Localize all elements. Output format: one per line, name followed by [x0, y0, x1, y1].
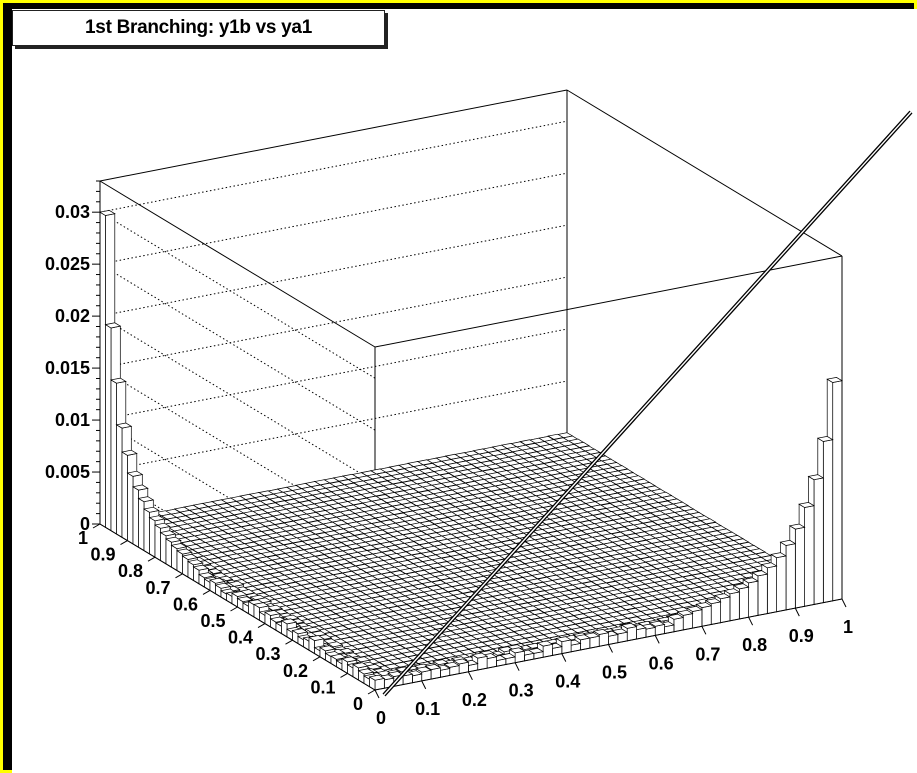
grid-line-back-5 — [99, 172, 568, 265]
y-tick-label-6: 0.6 — [173, 594, 198, 614]
x-tick-5 — [608, 644, 613, 653]
y-tick-label-3: 0.3 — [255, 644, 280, 664]
grid-line-back-6 — [99, 120, 568, 213]
box-edge-top-front — [374, 255, 843, 348]
y-tick-2 — [312, 656, 321, 662]
x-tick-label-9: 0.9 — [789, 626, 814, 646]
y-tick-6 — [202, 589, 211, 595]
grid-line-back-4 — [99, 224, 568, 317]
box-edge-top-back — [99, 89, 568, 182]
y-tick-label-10: 1 — [78, 528, 88, 548]
z-tick-label-5: 0.025 — [45, 254, 90, 274]
x-tick-label-4: 0.4 — [555, 672, 580, 692]
x-tick-2 — [467, 671, 473, 681]
grid-line-back-1 — [99, 380, 568, 473]
y-tick-label-7: 0.7 — [145, 578, 170, 598]
y-tick-label-5: 0.5 — [200, 611, 225, 631]
x-tick-label-1: 0.1 — [415, 699, 440, 719]
y-tick-label-8: 0.8 — [118, 561, 143, 581]
y-tick-10 — [92, 523, 101, 529]
x-tick-label-5: 0.5 — [602, 663, 627, 683]
x-tick-label-7: 0.7 — [695, 644, 720, 664]
y-tick-9 — [120, 540, 128, 546]
chart-title: 1st Branching: y1b vs ya1 — [12, 10, 385, 46]
grid-layer — [99, 120, 568, 639]
y-tick-3 — [285, 639, 293, 645]
x-tick-9 — [794, 607, 800, 617]
x-tick-label-3: 0.3 — [509, 681, 534, 701]
x-tick-0 — [374, 689, 380, 699]
grid-line-left-3 — [99, 367, 376, 535]
z-tick-label-4: 0.02 — [55, 306, 90, 326]
z-tick-label-3: 0.015 — [45, 358, 90, 378]
z-tick-label-6: 0.03 — [55, 202, 90, 222]
x-tick-label-2: 0.2 — [462, 690, 487, 710]
grid-line-back-2 — [99, 328, 568, 421]
grid-line-left-6 — [99, 211, 376, 379]
x-tick-label-6: 0.6 — [649, 653, 674, 673]
y-tick-label-2: 0.2 — [283, 661, 308, 681]
grid-line-back-3 — [99, 276, 568, 369]
y-tick-label-4: 0.4 — [228, 628, 253, 648]
y-tick-label-1: 0.1 — [310, 677, 335, 697]
x-tick-label-10: 1 — [843, 617, 853, 637]
y-tick-label-9: 0.9 — [90, 545, 115, 565]
x-tick-8 — [748, 616, 754, 626]
x-tick-10 — [841, 598, 847, 608]
x-tick-label-0: 0 — [376, 708, 386, 728]
x-tick-label-8: 0.8 — [742, 635, 767, 655]
y-tick-8 — [147, 556, 156, 562]
y-tick-4 — [257, 623, 266, 629]
y-tick-5 — [230, 606, 238, 612]
x-tick-4 — [561, 653, 567, 662]
z-tick-label-1: 0.005 — [45, 462, 90, 482]
y-tick-0 — [367, 689, 376, 695]
x-tick-1 — [421, 680, 427, 690]
box-edge-top-left — [99, 180, 376, 348]
y-tick-7 — [175, 573, 183, 579]
z-tick-label-2: 0.01 — [55, 410, 90, 430]
y-tick-label-0: 0 — [353, 694, 363, 714]
grid-line-left-4 — [99, 315, 376, 483]
x-tick-7 — [701, 626, 707, 635]
grid-line-left-5 — [99, 263, 376, 431]
y-tick-1 — [340, 672, 348, 678]
x-tick-6 — [654, 635, 660, 644]
bars-layer — [99, 210, 843, 691]
x-tick-3 — [514, 662, 520, 671]
